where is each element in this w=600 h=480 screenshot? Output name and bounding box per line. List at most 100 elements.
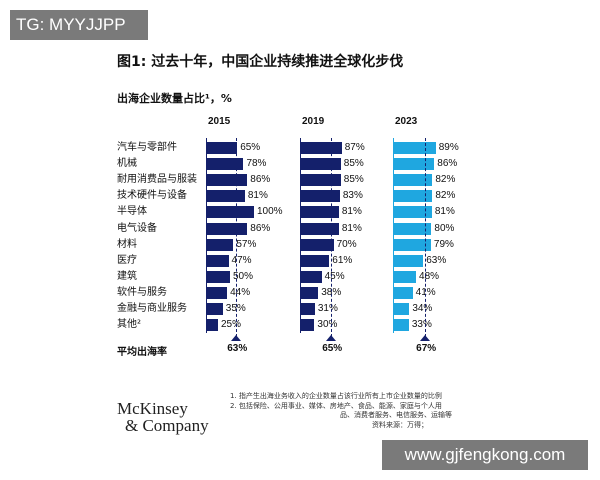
bar: [206, 270, 230, 283]
category-label: 耐用消费品与服装: [117, 174, 197, 186]
data-label: 48%: [419, 270, 440, 282]
category-label: 软件与服务: [117, 286, 167, 298]
data-label: 85%: [343, 158, 364, 170]
data-label: 100%: [257, 206, 283, 218]
data-label: 34%: [412, 303, 433, 314]
bar: [300, 174, 341, 187]
data-label: 83%: [342, 190, 363, 202]
category-label: 建筑: [117, 270, 137, 282]
data-label: 82%: [435, 190, 456, 202]
bar: [393, 142, 436, 154]
data-label: 87%: [344, 142, 365, 153]
category-label: 技术硬件与设备: [117, 190, 187, 202]
bar: [393, 303, 410, 315]
bar: [206, 206, 254, 219]
bar: [206, 158, 244, 171]
category-label: 其他²: [117, 319, 142, 331]
bar: [206, 286, 228, 299]
bar: [393, 254, 424, 267]
watermark-bottom: www.gjfengkong.com: [382, 440, 588, 470]
average-label: 平均出海率: [117, 347, 167, 358]
bar: [300, 286, 319, 299]
bar: [206, 303, 223, 315]
category-label: 医疗: [117, 254, 137, 266]
bar: [300, 206, 339, 219]
bar: [393, 319, 409, 332]
bar: [300, 319, 315, 332]
data-label: 30%: [317, 319, 338, 331]
bar: [300, 254, 330, 267]
note-2-cont: 品、消费者服务、电信服务、运输等: [340, 411, 452, 419]
bar: [300, 142, 342, 154]
average-value: 67%: [416, 343, 437, 354]
data-label: 79%: [433, 238, 454, 250]
bar: [393, 238, 431, 251]
data-label: 33%: [411, 319, 432, 331]
data-label: 81%: [434, 206, 455, 218]
bar: [300, 270, 322, 283]
average-marker-icon: [326, 335, 337, 341]
watermark-top: TG: MYYJJPP: [10, 10, 148, 40]
bar: [300, 238, 334, 251]
bar: [393, 158, 435, 171]
data-label: 61%: [332, 254, 353, 266]
bar: [393, 206, 432, 219]
mckinsey-logo: McKinsey & Company: [117, 400, 209, 434]
data-label: 81%: [341, 222, 362, 234]
year-header: 2019: [302, 116, 325, 127]
bar: [300, 303, 315, 315]
bar: [300, 190, 340, 203]
category-label: 材料: [117, 238, 137, 250]
year-header: 2023: [395, 116, 418, 127]
bar: [206, 190, 245, 203]
bar: [206, 222, 248, 235]
data-label: 50%: [233, 270, 254, 282]
data-label: 82%: [435, 174, 456, 186]
data-label: 57%: [236, 238, 257, 250]
average-line: [331, 138, 333, 338]
bar: [206, 174, 248, 187]
bar: [206, 254, 229, 267]
data-label: 63%: [426, 254, 447, 266]
bar: [393, 174, 433, 187]
category-label: 汽车与零部件: [117, 142, 177, 153]
data-label: 65%: [240, 142, 261, 153]
data-label: 80%: [434, 222, 455, 234]
note-2: 2. 包括保险、公用事业、媒体、房地产、食品、能源、家庭与个人用: [230, 402, 442, 410]
data-label: 86%: [250, 222, 271, 234]
axis-line: [300, 138, 301, 334]
average-marker-icon: [420, 335, 431, 341]
data-label: 89%: [438, 142, 459, 153]
data-label: 31%: [317, 303, 338, 314]
bar: [206, 238, 234, 251]
data-label: 35%: [225, 303, 246, 314]
data-label: 44%: [230, 286, 251, 298]
average-line: [236, 138, 238, 338]
data-label: 45%: [324, 270, 345, 282]
average-line: [425, 138, 427, 338]
data-label: 85%: [343, 174, 364, 186]
chart-subtitle: 出海企业数量占比¹，%: [117, 92, 232, 105]
bar: [393, 270, 417, 283]
axis-line: [393, 138, 394, 334]
logo-line-1: McKinsey: [117, 399, 188, 418]
year-header: 2015: [208, 116, 231, 127]
source: 资料来源：万得；: [372, 421, 428, 429]
average-marker-icon: [231, 335, 242, 341]
bar: [393, 286, 413, 299]
data-label: 81%: [247, 190, 268, 202]
bar: [206, 142, 238, 154]
bar: [300, 158, 341, 171]
category-label: 半导体: [117, 206, 147, 218]
chart-title: 图1: 过去十年，中国企业持续推进全球化步伐: [117, 54, 404, 70]
bar: [393, 190, 433, 203]
axis-line: [206, 138, 207, 334]
bar: [206, 319, 218, 332]
average-value: 63%: [227, 343, 248, 354]
data-label: 47%: [231, 254, 252, 266]
average-value: 65%: [322, 343, 343, 354]
data-label: 25%: [221, 319, 242, 331]
data-label: 86%: [250, 174, 271, 186]
data-label: 70%: [336, 238, 357, 250]
category-label: 电气设备: [117, 222, 157, 234]
